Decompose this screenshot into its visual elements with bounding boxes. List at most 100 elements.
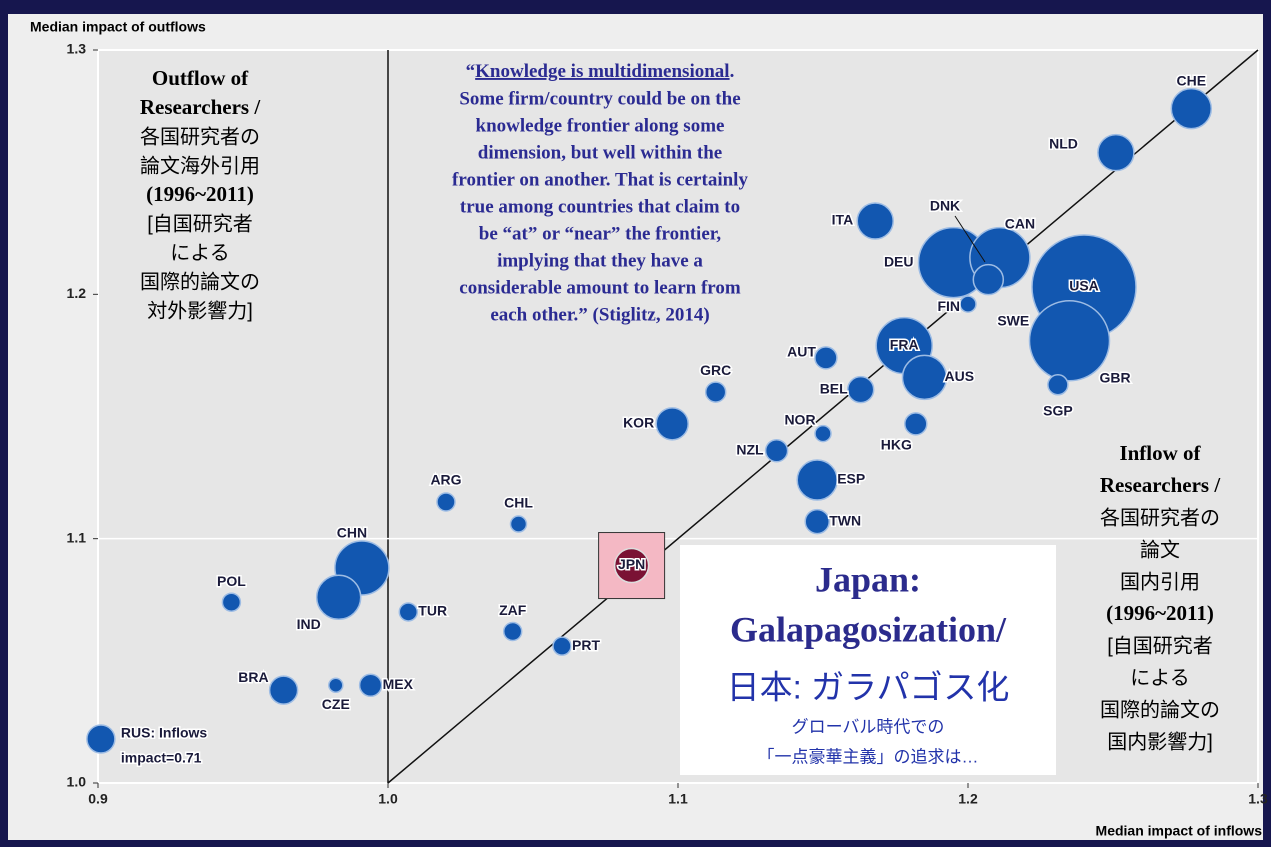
point-label: USA (1069, 278, 1099, 294)
left-note: (1996~2011) (146, 182, 254, 206)
point-label: PRT (572, 637, 600, 653)
point-label: CHE (1177, 72, 1207, 88)
right-note: 国内引用 (1120, 570, 1200, 593)
left-note: 各国研究者の (140, 125, 260, 148)
point-label: DNK (930, 198, 960, 214)
point-label: CAN (1005, 215, 1035, 231)
bubble (358, 673, 383, 698)
quote: be “at” or “near” the frontier, (479, 223, 722, 244)
point-label: ARG (430, 472, 461, 488)
right-note: 各国研究者の (1100, 506, 1220, 529)
point-label: TWN (829, 512, 861, 528)
bubble (221, 592, 242, 612)
bubble (315, 574, 362, 621)
point-label: SGP (1043, 402, 1073, 418)
quote-part: Knowledge is multidimensional (475, 61, 729, 82)
y-axis-title: Median impact of outflows (30, 19, 206, 35)
bubble (804, 508, 830, 535)
bubble (972, 263, 1005, 296)
japan-text: 日本: ガラパゴス化 (727, 669, 1010, 706)
bubble (814, 424, 832, 443)
right-note: 国際的論文の (1100, 698, 1220, 721)
point-label: HKG (881, 437, 912, 453)
point-label: IND (297, 616, 321, 632)
right-note: Researchers / (1100, 473, 1221, 497)
y-tick-label: 1.3 (67, 41, 87, 57)
bubble (1028, 300, 1111, 382)
japan-text: Galapagosization/ (730, 609, 1007, 649)
x-tick-label: 1.2 (958, 791, 978, 807)
point-label: TUR (418, 603, 447, 619)
quote: considerable amount to learn from (459, 277, 741, 298)
left-note: 論文海外引用 (140, 154, 260, 177)
leader (954, 215, 986, 263)
point-label: ESP (837, 471, 865, 487)
quote-part: . (730, 61, 735, 82)
japan-box (680, 545, 1056, 775)
point-label: CZE (322, 696, 350, 712)
point-label: POL (217, 573, 246, 589)
left-note: による (170, 242, 229, 264)
point-label: AUS (945, 368, 975, 384)
point-label: KOR (623, 415, 654, 431)
y-tick-label: 1.2 (67, 285, 87, 301)
point-label: MEX (383, 676, 414, 692)
right-note: 論文 (1140, 538, 1180, 561)
point-label: DEU (884, 253, 914, 269)
japan-text: 「一点豪華主義」の追求は… (758, 746, 979, 766)
right-note: 国内影響力] (1107, 730, 1213, 753)
x-tick-label: 1.3 (1248, 791, 1268, 807)
left-note: Outflow of (152, 66, 249, 90)
quote: each other.” (Stiglitz, 2014) (490, 304, 709, 325)
right-note: [自国研究者 (1107, 634, 1213, 657)
bubble (901, 354, 948, 401)
left-note: Researchers / (140, 95, 261, 119)
bubble (846, 375, 875, 404)
bubble (509, 515, 528, 533)
right-note: による (1130, 667, 1189, 689)
bubble (1097, 133, 1135, 172)
point-label: NLD (1049, 135, 1078, 151)
point-label: NZL (736, 441, 764, 457)
right-note: (1996~2011) (1106, 601, 1214, 625)
point-label: CHN (337, 525, 367, 541)
y-tick-label: 1.0 (67, 774, 87, 790)
bubble (655, 407, 689, 441)
quote: dimension, but well within the (478, 142, 722, 163)
bubble (398, 602, 419, 622)
bubble (1170, 87, 1213, 130)
point-label: BRA (238, 669, 268, 685)
x-tick-label: 1.0 (378, 791, 398, 807)
japan-text: Japan: (815, 559, 921, 599)
bubble (86, 724, 116, 754)
left-note: 国際的論文の (140, 270, 260, 293)
point-label: GRC (700, 362, 731, 378)
point-label: NOR (784, 411, 815, 427)
bubble (814, 346, 838, 370)
right-note: Inflow of (1119, 441, 1201, 465)
bubble (959, 295, 977, 313)
point-label: CHL (504, 495, 533, 511)
bubble (328, 677, 344, 694)
point-label: ZAF (499, 602, 527, 618)
bubble (904, 412, 928, 436)
bubble (552, 636, 572, 656)
japan-text: グローバル時代での (792, 717, 945, 736)
quote: true among countries that claim to (460, 196, 740, 217)
left-note: [自国研究者 (147, 212, 253, 235)
bubble (1047, 373, 1069, 396)
quote: frontier on another. That is certainly (452, 169, 748, 190)
note: impact=0.71 (121, 750, 202, 766)
left-note: 対外影響力] (147, 299, 253, 322)
point-label: JPN (618, 556, 645, 572)
bubble (704, 381, 727, 403)
bubble (613, 547, 650, 584)
point-label: SWE (997, 312, 1029, 328)
bubble (764, 438, 789, 463)
x-axis-title: Median impact of inflows (1096, 823, 1263, 839)
quote: implying that they have a (497, 250, 703, 271)
point-label: BEL (820, 380, 848, 396)
quote: Some firm/country could be on the (459, 88, 740, 109)
bubble (856, 202, 894, 240)
